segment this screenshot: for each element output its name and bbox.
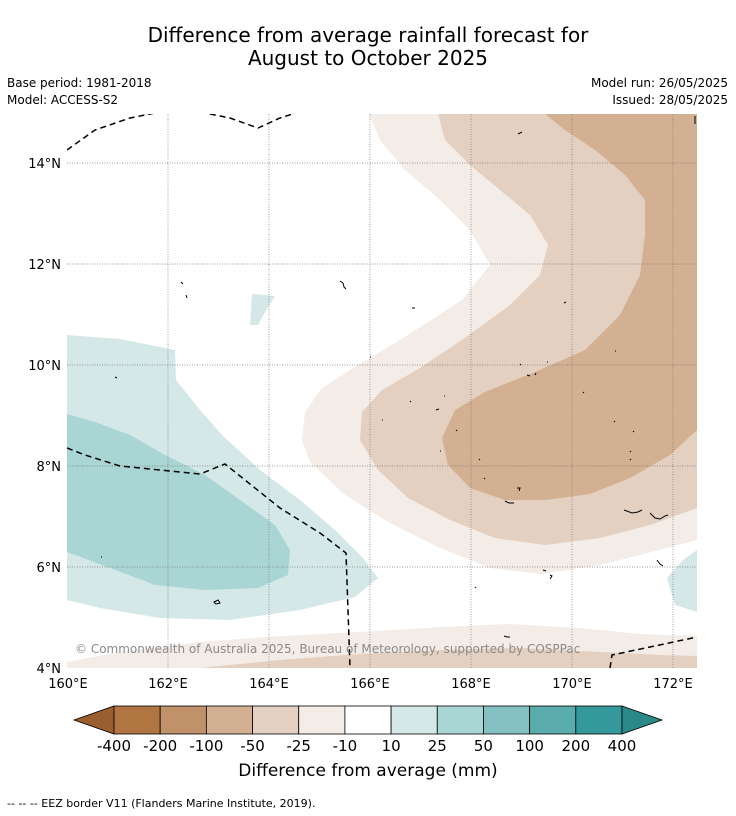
colorbar-cell (298, 705, 346, 735)
colorbar-label: 10 (382, 737, 401, 755)
colorbar-cell (575, 705, 623, 735)
island-outlines (101, 116, 696, 638)
lat-label: 14°N (28, 157, 61, 172)
latitude-labels: 14°N 12°N 10°N 8°N 6°N 4°N (28, 157, 61, 677)
longitude-labels: 160°E 162°E 164°E 166°E 168°E 170°E 172°… (48, 677, 693, 692)
colorbar-label: -25 (286, 737, 311, 755)
lat-label: 8°N (37, 460, 62, 475)
wet-contour-10-patch-east (667, 550, 697, 612)
colorbar-cell (344, 705, 392, 735)
colorbar-label: -100 (189, 737, 223, 755)
lat-label: 12°N (28, 258, 61, 273)
colorbar-cell (113, 705, 161, 735)
eez-borders (67, 114, 697, 668)
colorbar-label: 400 (608, 737, 637, 755)
colorbar-label: 50 (474, 737, 493, 755)
model-run-date: Model run: 26/05/2025 (590, 76, 728, 90)
wet-contour-25 (67, 414, 290, 590)
graticule (67, 114, 697, 668)
base-period: Base period: 1981-2018 (7, 76, 152, 90)
colorbar-label: 25 (428, 737, 447, 755)
lon-label: 160°E (48, 677, 88, 692)
map-title-line1: Difference from average rainfall forecas… (147, 23, 589, 47)
lon-label: 170°E (552, 677, 592, 692)
model-name: Model: ACCESS-S2 (7, 93, 119, 107)
lat-label: 10°N (28, 359, 61, 374)
lon-label: 166°E (350, 677, 390, 692)
colorbar-cell (390, 705, 438, 735)
map-title-line2: August to October 2025 (247, 46, 489, 70)
colorbar: -400 -200 -100 -50 -25 -10 10 25 50 100 200 400 (72, 705, 664, 755)
colorbar-label: -400 (97, 737, 131, 755)
colorbar-left-arrow (72, 705, 115, 735)
colorbar-cell (436, 705, 484, 735)
colorbar-cell (483, 705, 531, 735)
dry-contour-minus50 (442, 114, 697, 500)
issued-date: Issued: 28/05/2025 (612, 93, 728, 107)
lon-label: 162°E (148, 677, 188, 692)
eez-footnote: -- -- -- EEZ border V11 (Flanders Marine… (7, 797, 316, 810)
lon-label: 168°E (451, 677, 491, 692)
colorbar-cell (205, 705, 253, 735)
colorbar-label: 100 (515, 737, 544, 755)
colorbar-title: Difference from average (mm) (238, 761, 498, 781)
lon-label: 172°E (653, 677, 693, 692)
lat-label: 6°N (37, 561, 62, 576)
colorbar-label: -200 (143, 737, 177, 755)
colorbar-label: 200 (561, 737, 590, 755)
colorbar-cell (529, 705, 577, 735)
colorbar-label: -10 (333, 737, 358, 755)
colorbar-cell (159, 705, 207, 735)
colorbar-cell (252, 705, 300, 735)
copyright-text: © Commonwealth of Australia 2025, Bureau… (75, 642, 580, 656)
lat-label: 4°N (37, 662, 62, 677)
dry-contour-south-minus25 (200, 648, 697, 668)
colorbar-right-arrow (621, 705, 664, 735)
colorbar-label: -50 (240, 737, 265, 755)
lon-label: 164°E (249, 677, 289, 692)
map-plot-area (67, 114, 697, 668)
